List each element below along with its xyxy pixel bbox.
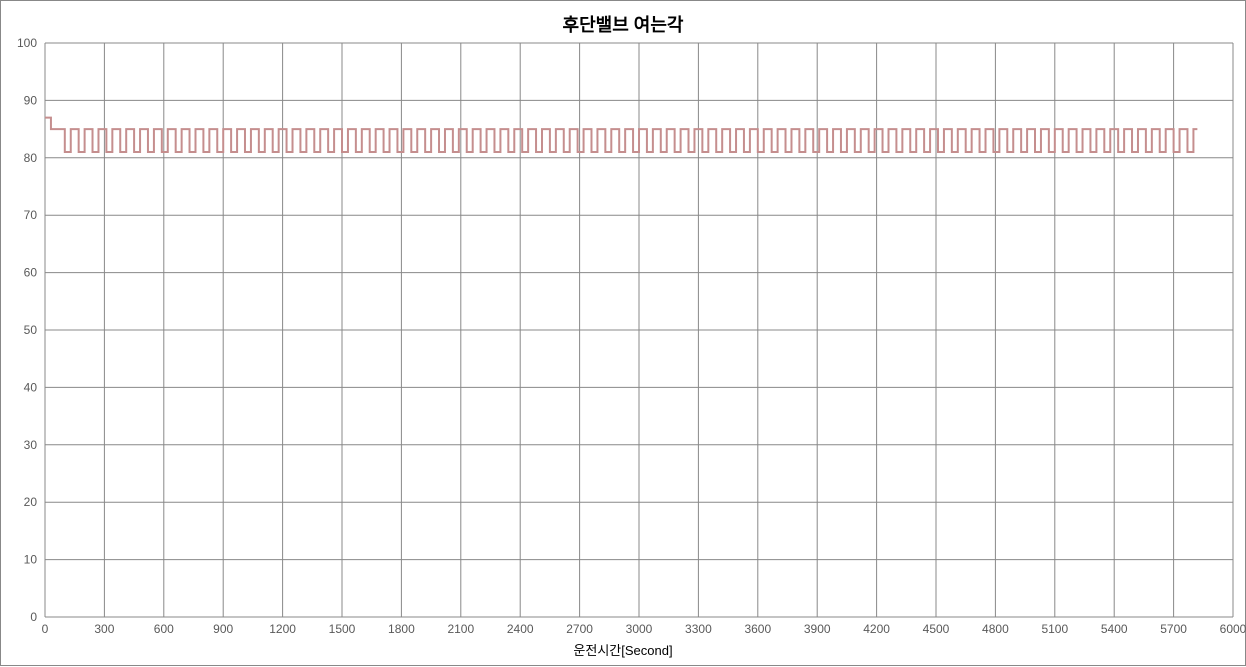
svg-text:3300: 3300 — [685, 622, 712, 636]
svg-text:3000: 3000 — [626, 622, 653, 636]
svg-text:5400: 5400 — [1101, 622, 1128, 636]
svg-text:6000: 6000 — [1220, 622, 1246, 636]
svg-text:2700: 2700 — [566, 622, 593, 636]
svg-text:300: 300 — [94, 622, 114, 636]
svg-text:5700: 5700 — [1160, 622, 1187, 636]
chart-xlabel: 운전시간[Second] — [1, 640, 1245, 659]
svg-text:4500: 4500 — [923, 622, 950, 636]
svg-text:0: 0 — [42, 622, 49, 636]
svg-text:0: 0 — [30, 610, 37, 624]
svg-text:2400: 2400 — [507, 622, 534, 636]
svg-text:3900: 3900 — [804, 622, 831, 636]
svg-text:70: 70 — [24, 208, 38, 222]
svg-text:30: 30 — [24, 438, 38, 452]
svg-text:60: 60 — [24, 266, 38, 280]
svg-text:50: 50 — [24, 323, 38, 337]
svg-text:10: 10 — [24, 553, 38, 567]
svg-text:90: 90 — [24, 93, 38, 107]
chart-plot: 0300600900120015001800210024002700300033… — [1, 1, 1246, 667]
chart-container: 후단밸브 여는각 0300600900120015001800210024002… — [0, 0, 1246, 666]
svg-text:1500: 1500 — [329, 622, 356, 636]
svg-text:4200: 4200 — [863, 622, 890, 636]
svg-text:20: 20 — [24, 495, 38, 509]
svg-text:2100: 2100 — [447, 622, 474, 636]
svg-text:4800: 4800 — [982, 622, 1009, 636]
svg-text:1200: 1200 — [269, 622, 296, 636]
svg-text:600: 600 — [154, 622, 174, 636]
svg-text:80: 80 — [24, 151, 38, 165]
svg-text:3600: 3600 — [744, 622, 771, 636]
svg-text:100: 100 — [17, 36, 37, 50]
svg-text:900: 900 — [213, 622, 233, 636]
svg-text:1800: 1800 — [388, 622, 415, 636]
svg-text:5100: 5100 — [1041, 622, 1068, 636]
svg-text:40: 40 — [24, 380, 38, 394]
